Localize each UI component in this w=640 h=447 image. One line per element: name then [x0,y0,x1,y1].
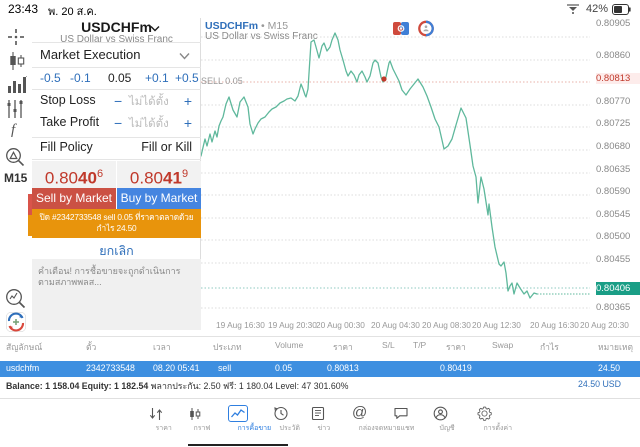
svg-text:T: T [26,76,27,83]
